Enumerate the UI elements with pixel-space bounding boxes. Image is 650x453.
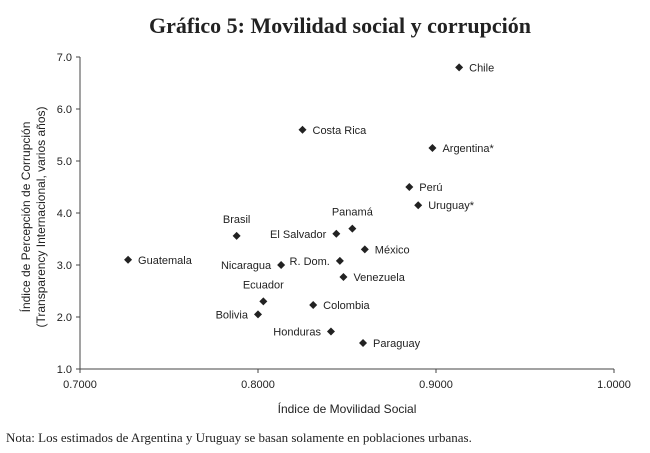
point-label-bolivia: Bolivia [216,309,249,321]
point-label-costa-rica: Costa Rica [313,125,368,137]
x-tick-label: 1.0000 [597,379,631,391]
y-axis-title-line2: (Transparency Internacional, varios años… [34,107,48,328]
point-marker-bolivia [254,310,262,319]
point-marker-nicaragua [277,261,286,269]
point-label-ecuador: Ecuador [243,279,284,291]
point-label-m-xico: México [375,244,410,256]
footnote: Nota: Los estimados de Argentina y Urugu… [6,430,472,445]
point-marker-costa-rica [298,125,307,134]
y-tick-label: 4.0 [57,208,72,220]
data-points: Chile Costa Rica Argentina* Perú Uruguay* Bra… [124,62,495,350]
y-axis-ticks: 1.0 2.0 3.0 4.0 5.0 6.0 7.0 [57,52,80,376]
chart-title: Gráfico 5: Movilidad social y corrupción [149,13,531,38]
point-marker-paraguay [359,339,368,347]
point-marker-per [405,183,414,191]
point-label-r-dom: R. Dom. [290,256,330,268]
y-tick-label: 7.0 [57,52,72,64]
point-marker-ecuador [259,297,268,306]
x-tick-label: 0.9000 [419,379,453,391]
point-label-el-salvador: El Salvador [270,229,327,241]
point-marker-uruguay [414,201,423,210]
point-marker-venezuela [339,272,348,281]
point-label-nicaragua: Nicaragua [221,260,272,272]
y-axis-title-line1: Índice de Percepción de Corrupción [18,122,33,313]
x-tick-label: 0.8000 [241,379,275,391]
point-marker-guatemala [124,255,133,264]
y-tick-label: 3.0 [57,260,72,272]
y-tick-label: 6.0 [57,104,72,116]
point-label-colombia: Colombia [323,300,370,312]
point-label-chile: Chile [469,62,494,74]
y-tick-label: 5.0 [57,156,72,168]
point-marker-chile [455,63,464,72]
point-marker-brasil [232,231,241,240]
point-label-paraguay: Paraguay [373,338,421,350]
x-axis-title: Índice de Movilidad Social [278,401,417,416]
point-marker-m-xico [360,245,369,254]
y-tick-label: 1.0 [57,364,72,376]
point-label-venezuela: Venezuela [353,272,405,284]
point-label-per: Perú [419,182,442,194]
point-marker-colombia [309,301,318,310]
x-axis-ticks: 0.7000 0.8000 0.9000 1.0000 [63,369,631,391]
point-marker-argentina [428,144,437,152]
x-tick-label: 0.7000 [63,379,97,391]
point-label-panam: Panamá [332,207,374,219]
point-label-honduras: Honduras [273,327,321,339]
point-marker-el-salvador [332,229,341,238]
point-marker-panam [348,224,357,233]
point-label-brasil: Brasil [223,214,251,226]
point-label-argentina: Argentina* [442,143,494,155]
point-label-guatemala: Guatemala [138,255,193,267]
y-tick-label: 2.0 [57,312,72,324]
point-marker-r-dom [335,256,344,265]
point-label-uruguay: Uruguay* [428,200,475,212]
point-marker-honduras [326,327,335,336]
